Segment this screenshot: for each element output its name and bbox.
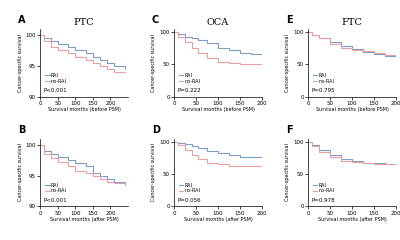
- Legend: RAI, no-RAI: RAI, no-RAI: [312, 182, 335, 194]
- Text: P=0.056: P=0.056: [178, 198, 201, 203]
- Text: P<0.001: P<0.001: [44, 88, 67, 93]
- Y-axis label: Cancer-specific survival: Cancer-specific survival: [286, 144, 290, 201]
- Y-axis label: Cancer-specific survival: Cancer-specific survival: [18, 34, 22, 92]
- Legend: RAI, no-RAI: RAI, no-RAI: [178, 182, 202, 194]
- Y-axis label: Cancer-specific survival: Cancer-specific survival: [152, 144, 156, 201]
- Text: A: A: [18, 15, 26, 25]
- Text: P<0.001: P<0.001: [44, 198, 67, 203]
- Y-axis label: Cancer-specific survival: Cancer-specific survival: [286, 34, 290, 92]
- Title: FTC: FTC: [342, 18, 362, 27]
- Text: D: D: [152, 125, 160, 135]
- Legend: RAI, no-RAI: RAI, no-RAI: [178, 72, 202, 84]
- X-axis label: Survival months (before PSM): Survival months (before PSM): [48, 107, 120, 112]
- Y-axis label: Cancer-specific survival: Cancer-specific survival: [18, 144, 22, 201]
- Text: P=0.795: P=0.795: [312, 88, 335, 93]
- X-axis label: Survival months (before PSM): Survival months (before PSM): [182, 107, 254, 112]
- Text: F: F: [286, 125, 292, 135]
- Title: OCA: OCA: [207, 18, 229, 27]
- X-axis label: Survival months (after PSM): Survival months (after PSM): [184, 217, 252, 222]
- Legend: RAI, no-RAI: RAI, no-RAI: [44, 72, 68, 84]
- Title: PTC: PTC: [74, 18, 94, 27]
- Text: P=0.222: P=0.222: [178, 88, 201, 93]
- Text: P=0.978: P=0.978: [312, 198, 335, 203]
- Y-axis label: Cancer-specific survival: Cancer-specific survival: [152, 34, 156, 92]
- Legend: RAI, no-RAI: RAI, no-RAI: [312, 72, 335, 84]
- Text: B: B: [18, 125, 25, 135]
- X-axis label: Survival months (after PSM): Survival months (after PSM): [50, 217, 118, 222]
- Text: C: C: [152, 15, 159, 25]
- Text: E: E: [286, 15, 292, 25]
- X-axis label: Survival months (after PSM): Survival months (after PSM): [318, 217, 386, 222]
- Legend: RAI, no-RAI: RAI, no-RAI: [44, 182, 68, 194]
- X-axis label: Survival months (before PSM): Survival months (before PSM): [316, 107, 388, 112]
